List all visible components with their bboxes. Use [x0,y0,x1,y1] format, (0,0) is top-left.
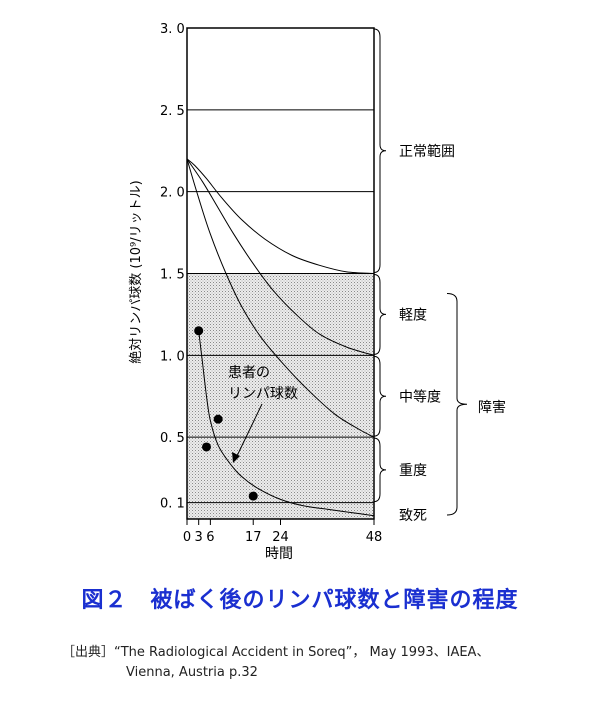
range-label-1: 正常範囲 [399,143,455,160]
shaded-region [187,273,374,519]
range-brace [373,355,387,437]
range-label-5: 致死 [399,508,427,524]
x-tick-label: 6 [206,530,214,545]
x-tick-label: 48 [366,530,383,545]
x-tick-label: 17 [245,530,262,545]
patient-data-point [248,491,258,501]
source-line-2: Vienna, Austria p.32 [126,665,258,680]
group-brace [446,293,468,516]
range-label-4: 重度 [399,463,427,479]
y-tick-label: 2. 5 [160,104,185,119]
y-tick-label: 2. 0 [160,186,185,201]
range-label-2: 軽度 [399,307,427,323]
x-tick-label: 24 [272,530,289,545]
y-tick-label: 0. 1 [160,497,185,512]
range-brace [373,437,387,503]
range-brace [373,274,387,355]
patient-data-point [201,442,211,452]
annotation-arrowhead [232,452,240,463]
y-tick-label: 3. 0 [160,22,185,37]
patient-data-point [194,326,204,336]
lymphocyte-chart: 0. 1 0. 5 1. 0 1. 5 2. 0 2. 5 3. 0 0 3 6 17 24 48 正常範… [128,22,506,562]
source-line-1: ［出典］“The Radiological Accident in Soreq”… [62,645,490,660]
y-tick-label: 1. 0 [160,349,185,364]
x-tick-label: 3 [195,530,203,545]
annotation-line-1: 患者の [228,365,270,381]
patient-data-point [213,414,223,424]
group-label: 障害 [478,400,506,416]
y-axis-label: 絶対リンパ球数 (10⁹/リットル) [128,180,144,363]
x-tick-label: 0 [183,530,191,545]
y-tick-label: 0. 5 [160,431,185,446]
annotation-arrow [235,403,263,459]
x-axis-label: 時間 [265,546,293,562]
series-line-3 [186,158,375,438]
range-brace [373,28,387,273]
series-line-4 [198,330,375,517]
range-label-3: 中等度 [399,388,441,405]
series-line-1 [186,158,375,274]
series-line-2 [186,158,375,356]
y-tick-label: 1. 5 [160,268,185,283]
annotation-line-2: リンパ球数 [228,386,298,402]
figure-caption: 図２ 被ばく後のリンパ球数と障害の程度 [81,588,519,613]
